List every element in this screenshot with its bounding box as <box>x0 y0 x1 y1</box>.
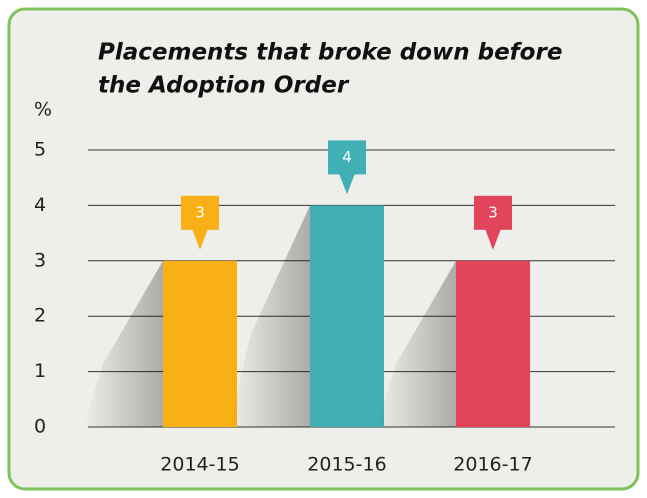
x-tick-label: 2014-15 <box>160 454 239 476</box>
y-tick-label: 1 <box>34 360 46 382</box>
value-label: 3 <box>195 203 205 221</box>
callout-box <box>181 195 219 230</box>
value-label: 3 <box>488 203 498 221</box>
callout-pointer <box>485 228 501 250</box>
bar <box>456 260 530 427</box>
y-axis-label: % <box>34 99 52 121</box>
y-tick-label: 4 <box>34 194 46 216</box>
chart-title: Placements that broke down before <box>98 40 562 66</box>
callout-pointer <box>339 173 355 195</box>
callout-box <box>474 195 512 230</box>
x-tick-label: 2016-17 <box>453 454 532 476</box>
bar <box>310 205 384 427</box>
x-tick-label: 2015-16 <box>307 454 386 476</box>
bar <box>163 260 237 427</box>
bar-shadow <box>376 260 456 427</box>
y-tick-label: 5 <box>34 139 46 161</box>
bar-shadow <box>230 205 310 427</box>
y-tick-label: 3 <box>34 249 46 271</box>
bar-shadow <box>83 260 163 427</box>
callout-pointer <box>192 228 208 250</box>
chart-title: the Adoption Order <box>98 73 350 99</box>
y-tick-label: 0 <box>34 416 46 438</box>
y-tick-label: 2 <box>34 305 46 327</box>
callout-box <box>328 140 366 175</box>
value-label: 4 <box>342 148 352 166</box>
